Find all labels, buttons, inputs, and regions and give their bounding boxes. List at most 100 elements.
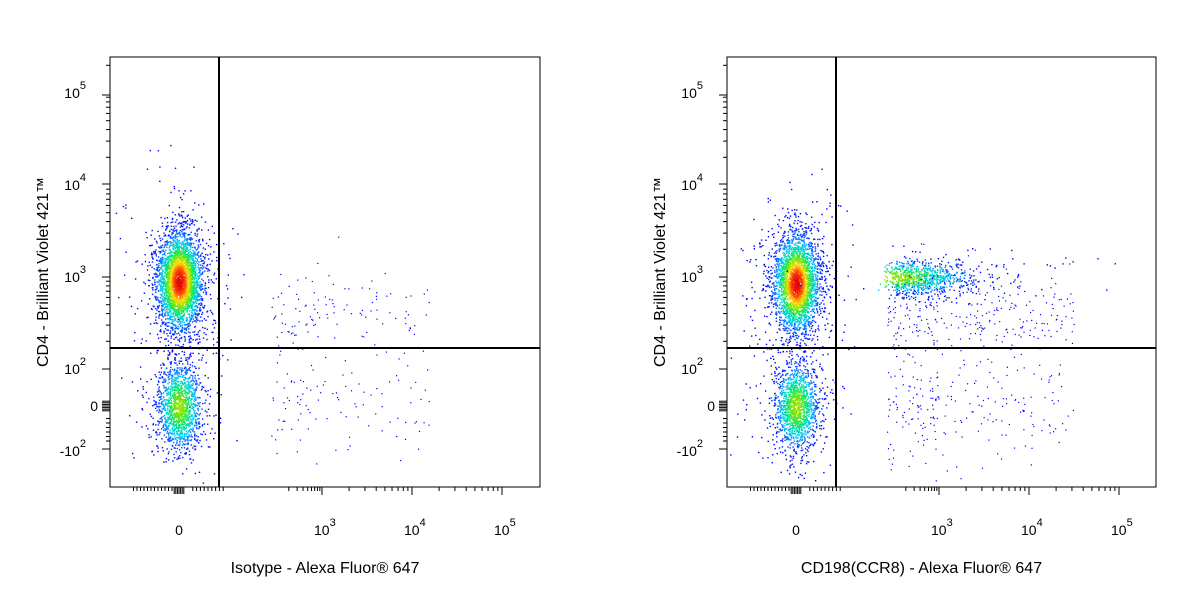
event-dot [184, 378, 187, 380]
event-dot [194, 266, 197, 268]
event-dot [180, 423, 182, 425]
event-dot [189, 301, 191, 303]
event-dot [170, 301, 173, 303]
event-dot [175, 426, 178, 428]
event-dot [191, 315, 193, 317]
event-dot [144, 254, 146, 256]
event-dot [191, 292, 193, 294]
event-dot [188, 425, 191, 427]
event-dot [200, 316, 202, 318]
event-dot [185, 439, 187, 441]
event-dot [188, 339, 191, 341]
event-dot [180, 264, 183, 266]
event-dot [181, 257, 184, 259]
event-dot [172, 265, 174, 267]
event-dot [155, 249, 157, 251]
event-dot [177, 278, 179, 281]
event-dot [191, 222, 193, 225]
event-dot [177, 306, 179, 309]
event-dot [164, 324, 167, 326]
event-dot [183, 410, 185, 412]
event-dot [156, 309, 158, 311]
event-dot [185, 448, 188, 450]
event-dot [183, 308, 185, 310]
event-dot [164, 249, 167, 251]
event-dot [189, 259, 191, 261]
event-dot [171, 390, 173, 392]
event-dot [169, 295, 171, 297]
event-dot [201, 285, 203, 287]
event-dot [179, 262, 182, 264]
event-dot [173, 432, 175, 435]
event-dot [155, 431, 157, 433]
event-dot [174, 240, 176, 242]
event-dot [156, 352, 158, 354]
event-dot [180, 393, 183, 396]
event-dot [176, 264, 178, 267]
event-dot [189, 271, 192, 273]
event-dot [153, 454, 155, 456]
event-dot [166, 432, 168, 434]
event-dot [187, 424, 189, 427]
event-dot [199, 320, 201, 322]
event-dot [228, 254, 230, 256]
event-dot [170, 405, 172, 407]
event-dot [187, 380, 189, 382]
event-dot [204, 284, 206, 287]
event-dot [178, 433, 180, 435]
event-dot [191, 221, 194, 223]
event-dot [407, 365, 409, 367]
event-dot [200, 288, 203, 291]
event-dot [186, 423, 188, 425]
event-dot [210, 298, 212, 300]
event-dot [172, 312, 175, 314]
event-dot [178, 389, 181, 391]
event-dot [169, 429, 171, 432]
event-dot [243, 274, 245, 276]
event-dot [195, 282, 198, 284]
event-dot [198, 285, 201, 287]
event-dot [196, 294, 198, 297]
event-dot [179, 263, 181, 265]
event-dot [156, 281, 158, 283]
event-dot [179, 291, 181, 293]
event-dot [186, 256, 188, 259]
event-dot [178, 243, 180, 246]
event-dot [134, 313, 136, 315]
event-dot [179, 252, 181, 255]
event-dot [192, 258, 194, 260]
event-dot [177, 311, 179, 314]
event-dot [172, 308, 174, 311]
event-dot [192, 265, 194, 268]
event-dot [179, 301, 181, 303]
event-dot [188, 283, 190, 285]
event-dot [182, 283, 184, 285]
event-dot [197, 244, 199, 246]
event-dot [167, 413, 170, 415]
event-dot [181, 419, 183, 421]
event-dot [183, 314, 186, 317]
event-dot [118, 296, 120, 299]
event-dot [186, 302, 188, 304]
event-dot [191, 258, 193, 261]
event-dot [174, 384, 177, 387]
event-dot [164, 259, 167, 262]
event-dot [161, 262, 163, 264]
event-dot [196, 424, 198, 427]
event-dot [204, 256, 206, 258]
event-dot [184, 383, 187, 385]
event-dot [190, 421, 193, 423]
event-dot [193, 409, 195, 411]
event-dot [161, 300, 164, 302]
event-dot [185, 373, 187, 375]
event-dot [185, 318, 187, 320]
event-dot [181, 318, 184, 321]
event-dot [159, 288, 162, 290]
event-dot [131, 217, 133, 219]
event-dot [169, 332, 172, 334]
event-dot [193, 261, 196, 263]
event-dot [191, 310, 194, 312]
event-dot [185, 391, 187, 393]
event-dot [204, 283, 207, 285]
event-dot [171, 294, 173, 297]
